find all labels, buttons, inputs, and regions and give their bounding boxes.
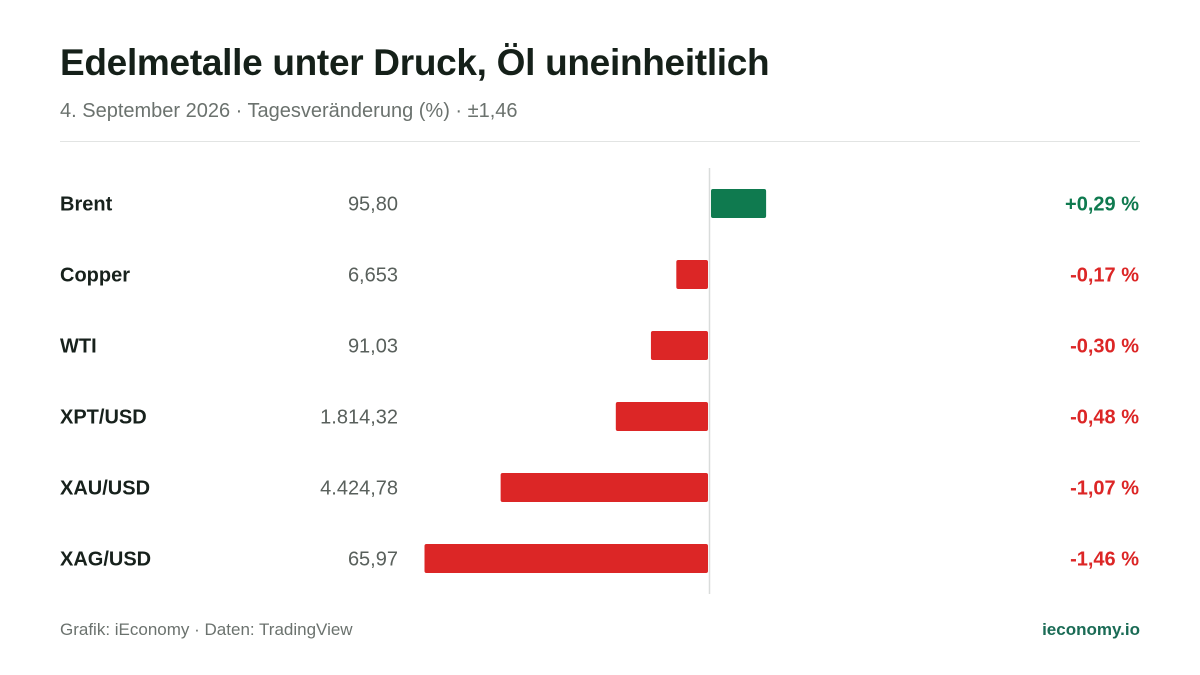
bar [711,189,767,218]
brand-link[interactable]: ieconomy.io [1042,620,1140,639]
value-label: +0,29 % [1065,194,1139,216]
category-label: XAG/USD [60,549,151,571]
header-divider [60,141,1140,142]
bar [424,544,708,573]
value-label: -1,07 % [1070,478,1139,500]
value-label: -1,46 % [1070,549,1139,571]
price-label: 91,03 [348,336,398,358]
bar [615,402,708,431]
price-label: 65,97 [348,549,398,571]
bar [650,331,708,360]
category-label: XAU/USD [60,478,150,500]
category-label: Copper [60,265,130,287]
value-label: -0,48 % [1070,407,1139,429]
chart-title: Edelmetalle unter Druck, Öl uneinheitlic… [60,42,770,83]
value-label: -0,17 % [1070,265,1139,287]
price-label: 6,653 [348,265,398,287]
source-credit: Grafik: iEconomy · Daten: TradingView [60,620,353,639]
price-label: 95,80 [348,194,398,216]
price-label: 4.424,78 [320,478,398,500]
price-label: 1.814,32 [320,407,398,429]
category-label: XPT/USD [60,407,147,429]
chart-subtitle: 4. September 2026 · Tagesveränderung (%)… [60,100,518,122]
category-label: Brent [60,194,113,216]
category-label: WTI [60,336,97,358]
bar [676,260,708,289]
value-label: -0,30 % [1070,336,1139,358]
bar [500,473,708,502]
